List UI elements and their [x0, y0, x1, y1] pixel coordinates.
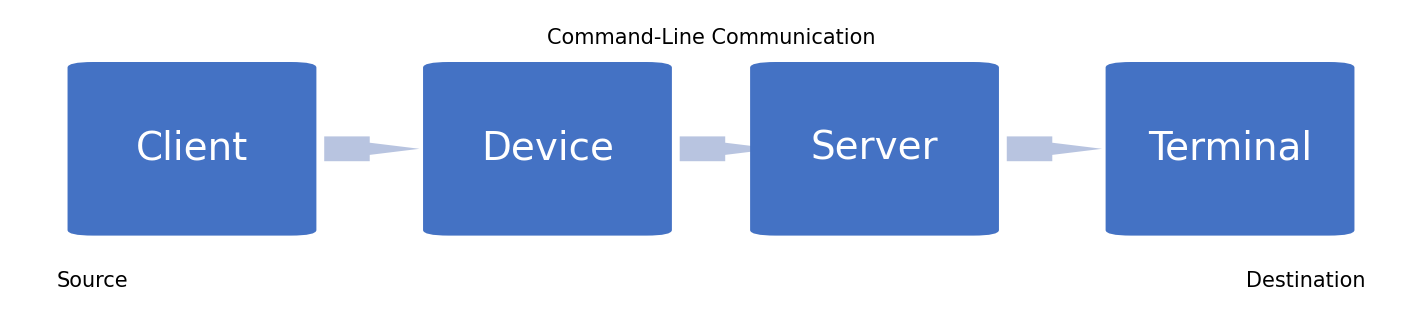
Polygon shape — [680, 136, 775, 161]
Text: Terminal: Terminal — [1148, 130, 1313, 168]
Text: Device: Device — [481, 130, 614, 168]
Polygon shape — [324, 136, 419, 161]
FancyBboxPatch shape — [1106, 62, 1354, 236]
Polygon shape — [1007, 136, 1102, 161]
FancyBboxPatch shape — [751, 62, 998, 236]
FancyBboxPatch shape — [68, 62, 316, 236]
Text: Client: Client — [137, 130, 247, 168]
Text: Server: Server — [811, 130, 939, 168]
FancyBboxPatch shape — [424, 62, 671, 236]
Text: Source: Source — [57, 271, 128, 291]
Text: Destination: Destination — [1246, 271, 1365, 291]
Text: Command-Line Communication: Command-Line Communication — [546, 28, 876, 48]
